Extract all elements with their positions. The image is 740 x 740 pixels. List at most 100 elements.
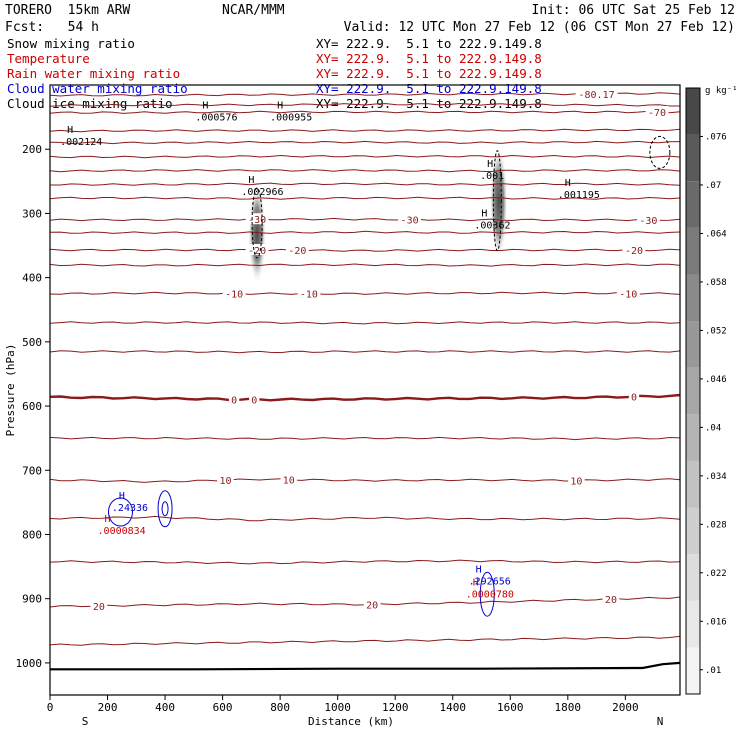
y-tick-label-7: 900 <box>22 593 42 606</box>
x-tick-label-10: 2000 <box>612 701 639 714</box>
legend-xy-2: XY= 222.9. 5.1 to 222.9.149.8 <box>316 66 542 81</box>
maximum-marker: H <box>277 100 283 111</box>
isotherm-label-bg <box>622 244 646 256</box>
isotherm-label-bg <box>245 213 269 225</box>
isotherm-label: -30 <box>248 215 266 226</box>
axes: 0 200 400 600 800 1000 1200 1400 1600 1800 2000200… <box>16 143 639 714</box>
maximum-marker: H <box>248 175 254 186</box>
y-tick-label-6: 800 <box>22 528 42 541</box>
header-init: Init: 06 UTC Sat 25 Feb 12 <box>532 3 736 18</box>
colorbar-band-8 <box>686 274 700 322</box>
x-tick-label-0: 0 <box>47 701 54 714</box>
contour-5 <box>492 150 502 252</box>
isotherm-3 <box>49 128 681 133</box>
isotherm-label: 20 <box>93 602 105 613</box>
maximum-label-2: .000955 <box>270 112 312 123</box>
y-tick-label-1: 300 <box>22 207 42 220</box>
maximum-label-6: .001195 <box>558 190 600 201</box>
contour-2 <box>107 497 133 527</box>
maximum-marker: H <box>202 100 208 111</box>
isotherm-1 <box>49 102 680 107</box>
colorbar-tick-label-7: .052 <box>705 326 727 336</box>
isotherm-20 <box>49 559 681 565</box>
maximum-marker: H <box>67 125 73 136</box>
colorbar-band-7 <box>686 321 700 368</box>
colorbar-tick-label-2: .022 <box>705 569 727 579</box>
isotherm-label-bg <box>249 393 260 405</box>
isotherm-10 <box>49 230 681 234</box>
isotherm-14 <box>49 321 681 325</box>
isotherm-2 <box>49 110 681 114</box>
maximum-label-7: .24336 <box>112 503 148 514</box>
isotherm-11 <box>49 248 681 252</box>
y-tick-label-4: 600 <box>22 400 42 413</box>
x-tick-label-2: 400 <box>155 701 175 714</box>
x-tick-label-6: 1200 <box>382 701 409 714</box>
contour-3 <box>479 571 495 617</box>
colorbar-band-3 <box>686 507 700 555</box>
colorbar-frame <box>685 87 701 695</box>
colorbar-band-9 <box>686 227 700 275</box>
colorbar-tick-label-11: .076 <box>705 132 727 142</box>
isotherm-label-bg <box>628 390 640 402</box>
x-tick-label-3: 600 <box>213 701 233 714</box>
isotherm-16 <box>49 393 681 402</box>
maximum-label-5: .00362 <box>474 220 510 231</box>
colorbar-tick-label-6: .046 <box>705 375 727 385</box>
x-tick-label-5: 1000 <box>324 701 351 714</box>
maximum-label-4: .001 <box>480 171 504 182</box>
contour-4 <box>251 187 263 259</box>
maximum-label-0: .002124 <box>60 137 102 148</box>
isotherm-label-bg <box>602 593 620 605</box>
isotherm-22 <box>49 635 681 646</box>
isotherm-label-bg <box>575 87 618 99</box>
isotherm-label: -20 <box>288 246 306 257</box>
maximum-marker: H <box>473 577 479 588</box>
colorbar-band-6 <box>686 367 700 415</box>
colorbar-tick-label-0: .01 <box>705 666 721 676</box>
legend-field-1: Temperature <box>7 51 90 66</box>
x-tick-label-4: 800 <box>270 701 290 714</box>
maximum-marker: H <box>105 514 111 525</box>
colorbar-tick-label-3: .028 <box>705 520 727 530</box>
colorbar-band-11 <box>686 134 700 182</box>
isotherm-label-bg <box>285 244 309 256</box>
legend-xy-0: XY= 222.9. 5.1 to 222.9.149.8 <box>316 36 542 51</box>
isotherm-label-bg <box>398 213 422 225</box>
isotherm-label: 10 <box>219 476 231 487</box>
isotherm-13 <box>49 291 681 295</box>
maximum-label-3: .002966 <box>241 187 283 198</box>
isotherm-label-bg <box>228 393 240 405</box>
legend-field-3: Cloud water mixing ratio <box>7 81 188 96</box>
x-tick-label-9: 1800 <box>555 701 582 714</box>
isotherm-label: 20 <box>366 600 378 611</box>
y-tick-label-3: 500 <box>22 336 42 349</box>
y-tick-label-2: 400 <box>22 272 42 285</box>
colorbar-band-5 <box>686 414 700 461</box>
maxima-labels: H.002124H.000576H.000955H.002966H.001H.0… <box>60 100 600 600</box>
hydrometeor-contours <box>107 135 671 617</box>
colorbar-tick-label-1: .016 <box>705 617 727 627</box>
header-forecast: Fcst: 54 h <box>5 20 99 35</box>
maximum-label-9: .292656 <box>469 577 511 588</box>
colorbar-band-10 <box>686 181 700 228</box>
isotherm-17 <box>49 436 681 441</box>
isotherm-label: -20 <box>625 246 643 257</box>
header-org: NCAR/MMM <box>222 3 285 18</box>
isotherm-label: -70 <box>648 108 666 119</box>
isotherm-label-bg <box>222 287 246 299</box>
isotherm-9 <box>49 217 681 222</box>
isotherm-label: -10 <box>619 289 637 300</box>
plot-frame <box>49 84 681 696</box>
isotherm-label-bg <box>280 473 298 485</box>
isotherm-label: -30 <box>639 216 657 227</box>
isotherm-15 <box>49 350 681 354</box>
field-legend: Snow mixing ratio XY= 222.9. 5.1 to 222.9… <box>7 36 542 111</box>
isotherm-label: 0 <box>631 393 637 404</box>
y-tick-label-0: 200 <box>22 143 42 156</box>
isotherm-label: -10 <box>300 290 318 301</box>
colorbar-band-2 <box>686 554 700 601</box>
colorbar-tick-label-9: .064 <box>705 229 727 239</box>
isotherm-label: 20 <box>605 595 617 606</box>
